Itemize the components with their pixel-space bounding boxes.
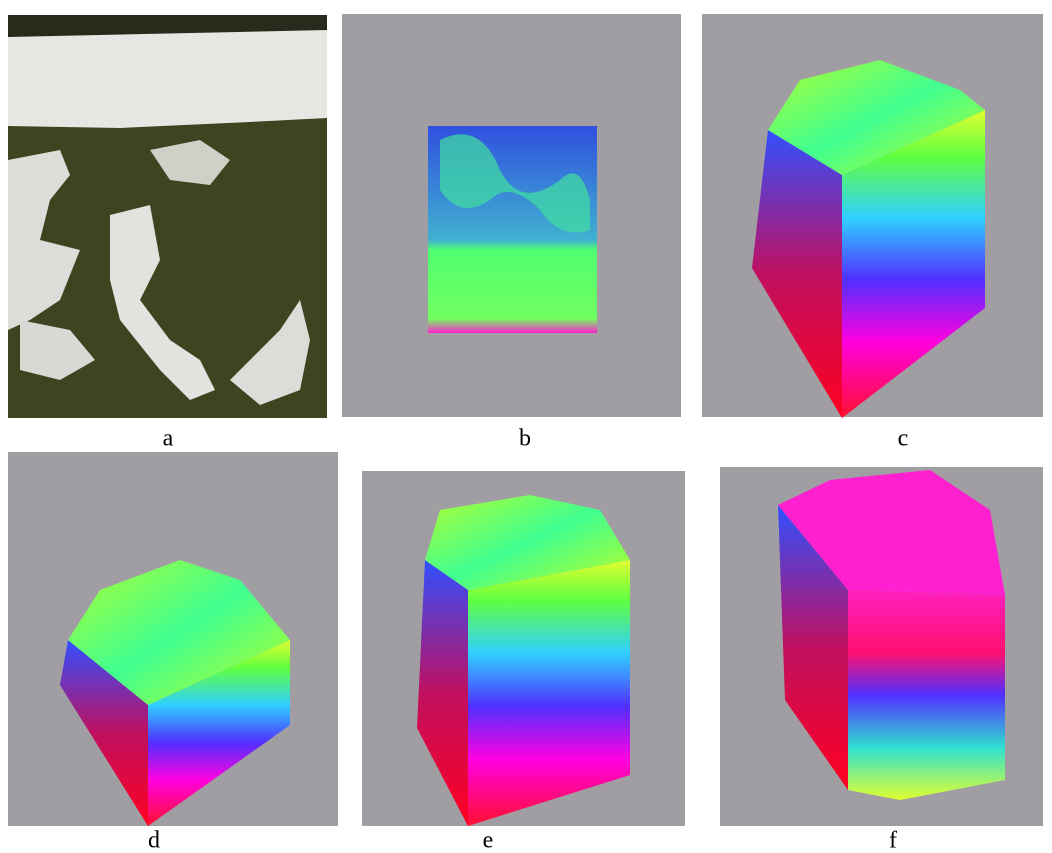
panel-label: b	[519, 426, 531, 452]
panel-label: c	[898, 426, 909, 452]
panel-d	[8, 452, 338, 826]
panel-b	[342, 14, 681, 417]
panel-f	[720, 467, 1043, 826]
panel-c	[702, 14, 1043, 418]
panel-label: d	[148, 828, 160, 853]
panel-label: e	[483, 828, 494, 853]
panel-a	[8, 15, 327, 418]
panel-label: a	[163, 426, 174, 452]
panel-e	[362, 471, 685, 826]
panel-label: f	[889, 828, 897, 853]
